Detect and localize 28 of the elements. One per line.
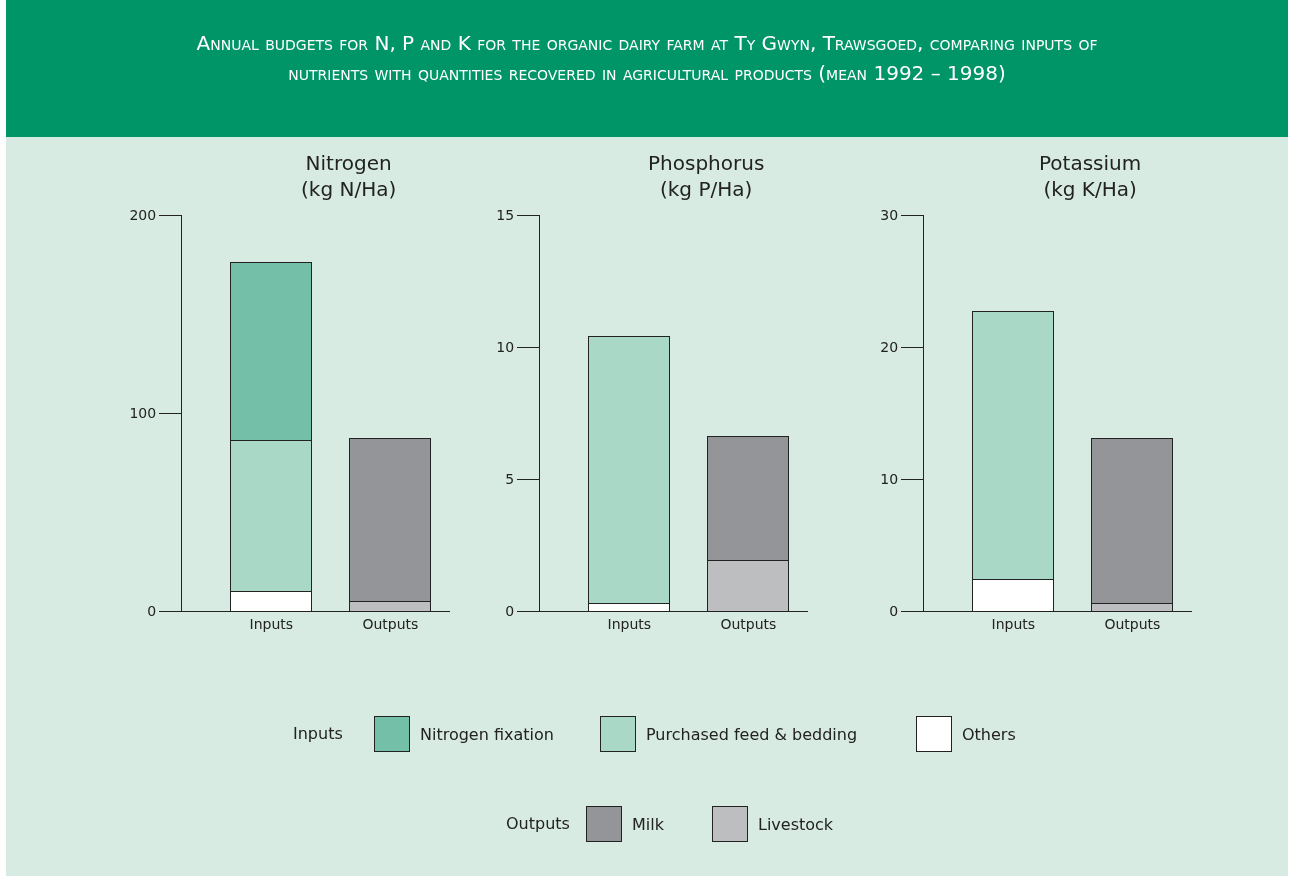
y-tick-label: 100 [129,404,157,421]
legend-label: Nitrogen fixation [420,724,554,744]
y-tick-label: 200 [129,206,157,223]
y-tick-label: 30 [880,206,899,223]
legend-label: Milk [632,814,664,834]
y-axis-title: Phosphorus (kg P/Ha) [648,151,765,201]
x-tick-label: Outputs [362,615,419,632]
x-tick-label: Inputs [991,615,1036,632]
y-tick-label: 10 [880,470,899,487]
y-axis-title: Potassium (kg K/Ha) [1039,151,1142,201]
y-tick-label: 15 [496,206,515,223]
legend-label: Purchased feed & bedding [646,724,858,744]
y-tick-label: 20 [880,338,899,355]
y-tick-label: 0 [889,602,899,619]
x-tick-label: Outputs [1104,615,1161,632]
y-tick-label: 5 [505,470,515,487]
text: Annual budgets for N, P and K for the organic dairy farm at Ty Gwyn, Trawsgoed, comparing inputs of nutrients with quantities recovered in agricultural products (mean 1992 – 1998) [6,0,1288,137]
y-tick-label: 0 [505,602,515,619]
y-tick-label: 10 [496,338,515,355]
text: Outputs [506,814,570,833]
text: Inputs [293,724,343,743]
legend-label: Others [962,724,1016,744]
x-tick-label: Outputs [720,615,777,632]
legend-label: Livestock [758,814,834,834]
x-tick-label: Inputs [249,615,294,632]
x-tick-label: Inputs [607,615,652,632]
y-axis-title: Nitrogen (kg N/Ha) [301,151,397,201]
y-tick-label: 0 [147,602,157,619]
